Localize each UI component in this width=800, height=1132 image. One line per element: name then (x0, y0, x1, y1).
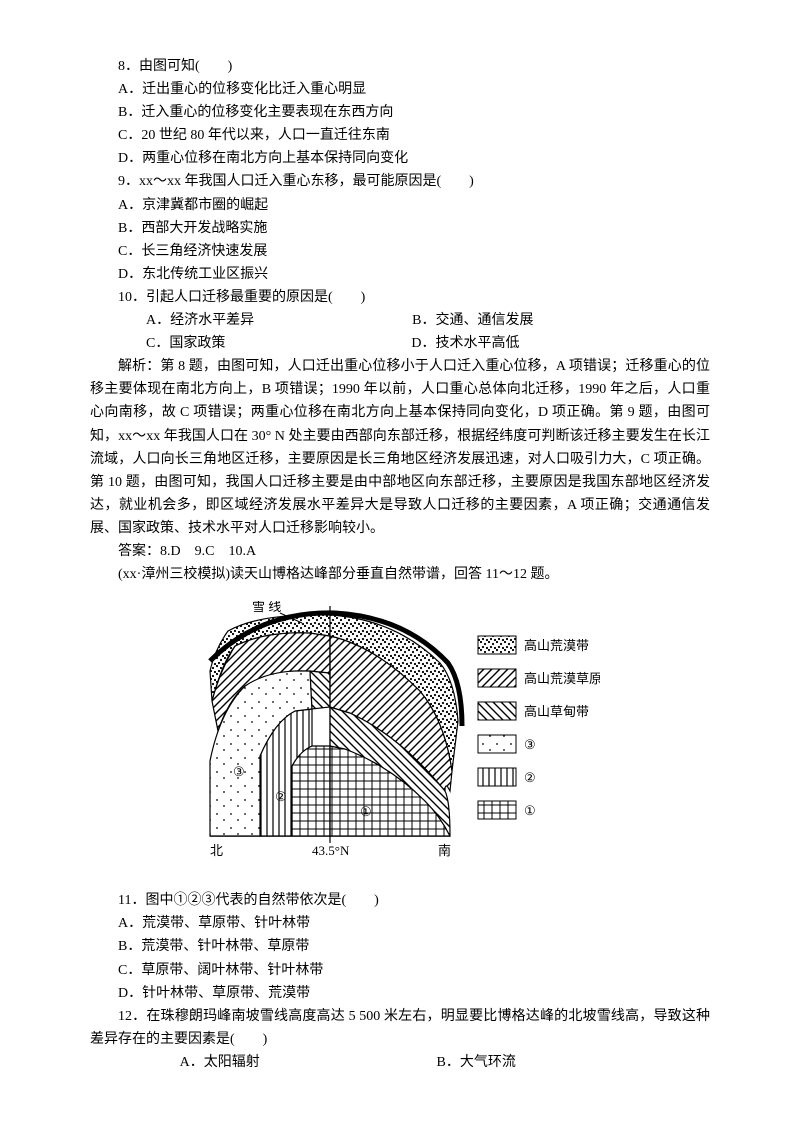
legend-band1: ① (524, 803, 536, 818)
legend-band3: ③ (524, 737, 536, 752)
q9-option-d: D．东北传统工业区振兴 (90, 263, 710, 286)
axis-center-label: 43.5°N (312, 843, 350, 858)
q11-option-a: A．荒漠带、草原带、针叶林带 (90, 912, 710, 935)
figure-legend: 高山荒漠带 高山荒漠草原带 高山草甸带 ③ ② ① (478, 636, 600, 819)
legend-band2: ② (524, 770, 536, 785)
axis-south-label: 南 (438, 843, 451, 858)
q8-option-c: C．20 世纪 80 年代以来，人口一直迁往东南 (90, 124, 710, 147)
q10-option-b: B．交通、通信发展 (384, 309, 533, 332)
q12-options-row1: A．太阳辐射 B．大气环流 (90, 1051, 710, 1074)
band3-marker: ③ (233, 764, 245, 779)
q11-stem: 11．图中①②③代表的自然带依次是( ) (90, 889, 710, 912)
q12-stem: 12．在珠穆朗玛峰南坡雪线高度高达 5 500 米左右，明显要比博格达峰的北坡雪… (90, 1005, 710, 1051)
context-11-12: (xx·漳州三校模拟)读天山博格达峰部分垂直自然带谱，回答 11～12 题。 (90, 563, 710, 586)
axis-north-label: 北 (210, 843, 223, 858)
q11-option-b: B．荒漠带、针叶林带、草原带 (90, 935, 710, 958)
q8-option-d: D．两重心位移在南北方向上基本保持同向变化 (90, 147, 710, 170)
q8-stem: 8．由图可知( ) (90, 55, 710, 78)
q8-option-b: B．迁入重心的位移变化主要表现在东西方向 (90, 101, 710, 124)
legend-alpine-meadow: 高山草甸带 (524, 704, 589, 719)
q12-option-a: A．太阳辐射 (135, 1051, 260, 1074)
legend-alpine-desert: 高山荒漠带 (524, 638, 589, 653)
q9-option-a: A．京津冀都市圈的崛起 (90, 194, 710, 217)
q10-stem: 10．引起人口迁移最重要的原因是( ) (90, 286, 710, 309)
band2-marker: ② (275, 789, 287, 804)
q10-option-a: A．经济水平差异 (118, 309, 254, 332)
mountain-band-figure: 雪 线 ③ ② ① 北 43.5°N 南 高山荒漠带 高山荒漠草原带 高山 (90, 601, 710, 879)
legend-alpine-desert-steppe: 高山荒漠草原带 (524, 671, 600, 686)
q11-option-d: D．针叶林带、草原带、荒漠带 (90, 982, 710, 1005)
q10-options-row1: A．经济水平差异 B．交通、通信发展 (90, 309, 710, 332)
explanation-8-10: 解析：第 8 题，由图可知，人口迁出重心位移小于人口迁入重心位移，A 项错误；迁… (90, 355, 710, 540)
band1-marker: ① (360, 804, 372, 819)
answers-8-10: 答案：8.D 9.C 10.A (90, 540, 710, 563)
mountain-cross-section: 雪 线 ③ ② ① (210, 601, 462, 843)
q10-option-c: C．国家政策 (118, 332, 225, 355)
q9-option-c: C．长三角经济快速发展 (90, 240, 710, 263)
q10-options-row2: C．国家政策 D．技术水平高低 (90, 332, 710, 355)
snowline-label: 雪 线 (252, 601, 281, 614)
q12-option-b: B．大气环流 (392, 1051, 516, 1074)
q10-option-d: D．技术水平高低 (383, 332, 519, 355)
q8-option-a: A．迁出重心的位移变化比迁入重心明显 (90, 78, 710, 101)
q11-option-c: C．草原带、阔叶林带、针叶林带 (90, 959, 710, 982)
q9-option-b: B．西部大开发战略实施 (90, 217, 710, 240)
q9-stem: 9．xx～xx 年我国人口迁入重心东移，最可能原因是( ) (90, 170, 710, 193)
